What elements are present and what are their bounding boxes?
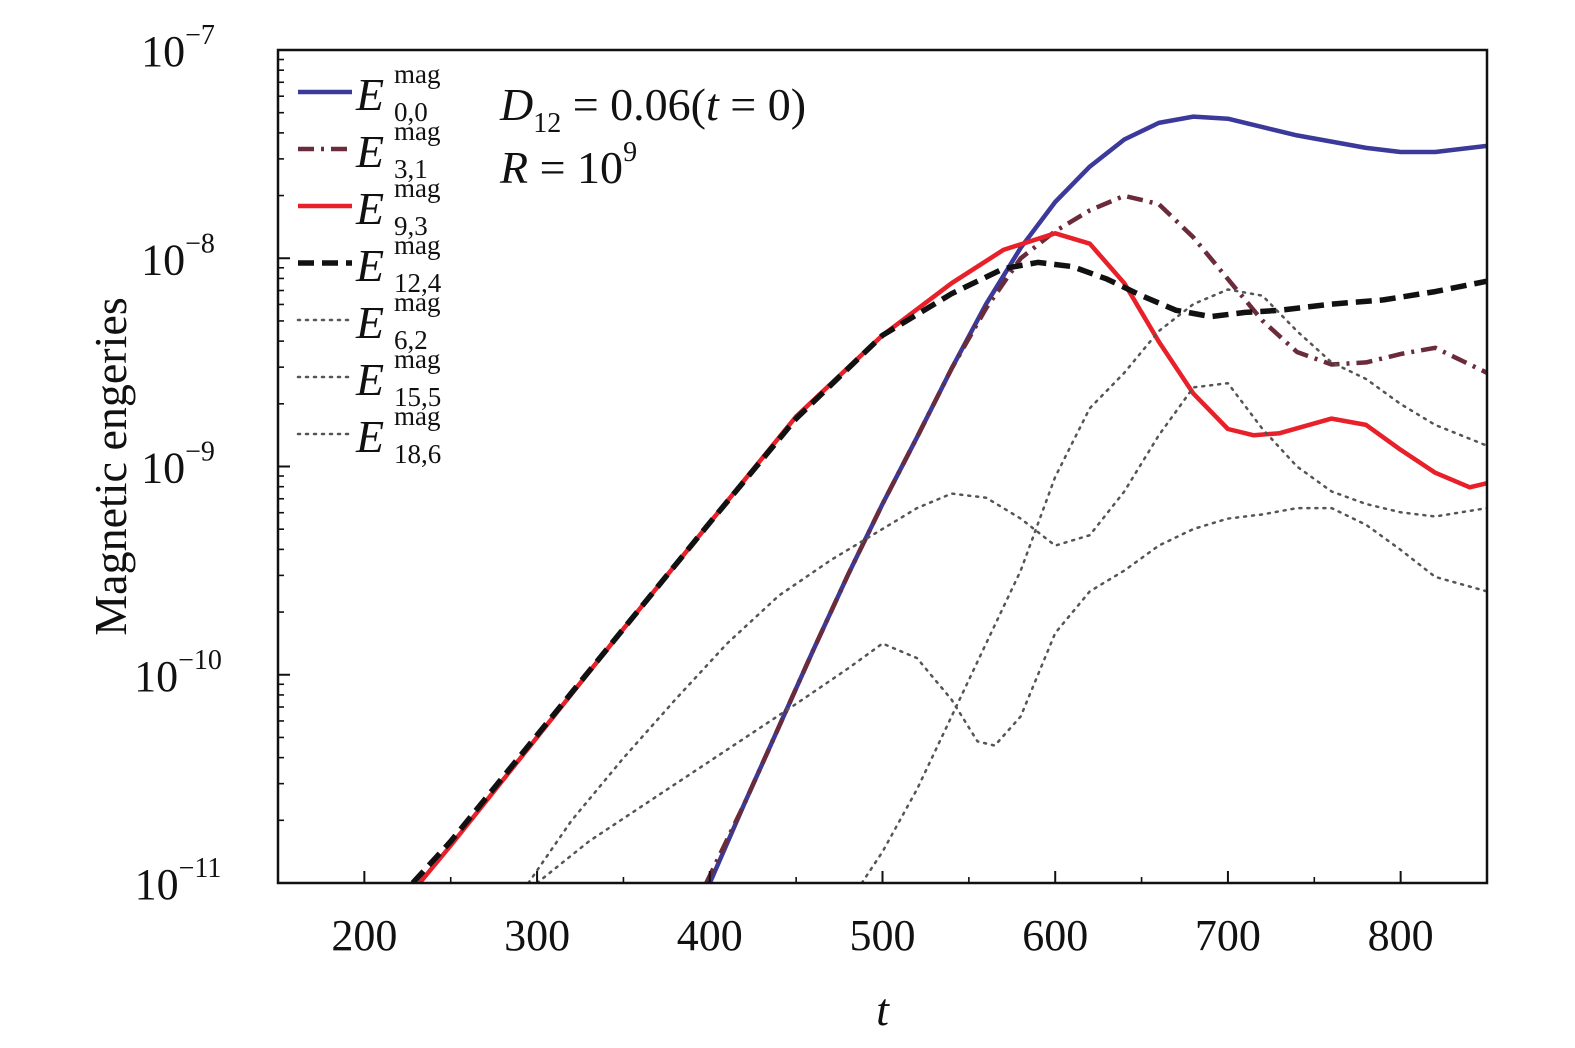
series-line-9-3 xyxy=(417,231,1487,883)
annotation-d12: D12 = 0.06(t = 0) xyxy=(499,79,806,139)
y-tick-label: 10−7 xyxy=(141,20,215,76)
annotations: D12 = 0.06(t = 0)R = 109 xyxy=(499,79,806,193)
series-layer xyxy=(410,114,1487,883)
x-tick-label: 500 xyxy=(850,911,916,960)
x-axis-label: t xyxy=(876,984,890,1035)
y-tick-label: 10−11 xyxy=(135,853,222,909)
series-line-15-5 xyxy=(860,288,1487,883)
annotation-r: R = 109 xyxy=(499,137,637,193)
axes-layer: 200 300 400 500 600 700 800 10−11 10−10 10−9 10−8 1… xyxy=(85,20,1488,1035)
series-line-3-1 xyxy=(704,193,1487,883)
x-tick-label: 700 xyxy=(1195,911,1261,960)
x-tick-label: 200 xyxy=(331,911,397,960)
y-tick-label: 10−8 xyxy=(141,228,215,284)
y-axis-label: Magnetic engeries xyxy=(85,297,136,635)
series-line-6-2 xyxy=(527,381,1487,883)
x-tick-label: 300 xyxy=(504,911,570,960)
x-tick-label: 600 xyxy=(1022,911,1088,960)
y-tick-label: 10−10 xyxy=(134,645,222,701)
series-line-12-4 xyxy=(410,259,1487,883)
series-line-18-6 xyxy=(535,506,1487,883)
x-tick-label: 400 xyxy=(677,911,743,960)
plot-frame xyxy=(276,48,1489,885)
y-tick-label: 10−9 xyxy=(141,437,215,493)
x-tick-label: 800 xyxy=(1368,911,1434,960)
series-line-0-0 xyxy=(707,114,1487,883)
